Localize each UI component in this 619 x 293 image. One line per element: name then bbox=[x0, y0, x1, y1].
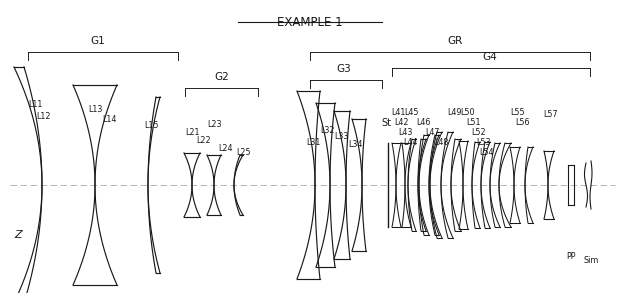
Text: G2: G2 bbox=[215, 72, 230, 82]
Text: L15: L15 bbox=[144, 121, 158, 130]
Text: L44: L44 bbox=[403, 138, 417, 147]
Text: L57: L57 bbox=[543, 110, 558, 119]
Text: L33: L33 bbox=[334, 132, 348, 141]
Text: L24: L24 bbox=[218, 144, 233, 153]
Text: L11: L11 bbox=[28, 100, 42, 109]
Text: Z: Z bbox=[14, 230, 22, 240]
Text: L55: L55 bbox=[510, 108, 525, 117]
Text: PP: PP bbox=[566, 252, 576, 261]
Text: L53: L53 bbox=[476, 138, 490, 147]
Text: L54: L54 bbox=[479, 148, 493, 157]
Text: G1: G1 bbox=[90, 36, 105, 46]
Text: G4: G4 bbox=[483, 52, 498, 62]
Text: L22: L22 bbox=[196, 136, 210, 145]
Text: Sim: Sim bbox=[584, 256, 599, 265]
Text: L50: L50 bbox=[460, 108, 475, 117]
Text: L32: L32 bbox=[320, 126, 334, 135]
Text: L42: L42 bbox=[394, 118, 409, 127]
Text: L13: L13 bbox=[88, 105, 102, 114]
Text: G3: G3 bbox=[337, 64, 352, 74]
Text: EXAMPLE 1: EXAMPLE 1 bbox=[277, 16, 343, 29]
Text: L41: L41 bbox=[391, 108, 405, 117]
Text: L46: L46 bbox=[416, 118, 430, 127]
Text: St: St bbox=[381, 118, 391, 128]
Text: GR: GR bbox=[448, 36, 462, 46]
Text: L23: L23 bbox=[207, 120, 222, 129]
Text: L12: L12 bbox=[36, 112, 51, 121]
Text: L43: L43 bbox=[398, 128, 412, 137]
Text: L52: L52 bbox=[471, 128, 486, 137]
Text: L51: L51 bbox=[466, 118, 480, 127]
Text: L25: L25 bbox=[236, 148, 251, 157]
Text: L31: L31 bbox=[306, 138, 321, 147]
Text: L45: L45 bbox=[404, 108, 418, 117]
Text: L49: L49 bbox=[447, 108, 462, 117]
Text: L47: L47 bbox=[425, 128, 439, 137]
Text: L34: L34 bbox=[348, 140, 362, 149]
Text: L14: L14 bbox=[102, 115, 116, 124]
Text: L48: L48 bbox=[434, 138, 448, 147]
Text: L21: L21 bbox=[185, 128, 199, 137]
Text: L56: L56 bbox=[515, 118, 529, 127]
